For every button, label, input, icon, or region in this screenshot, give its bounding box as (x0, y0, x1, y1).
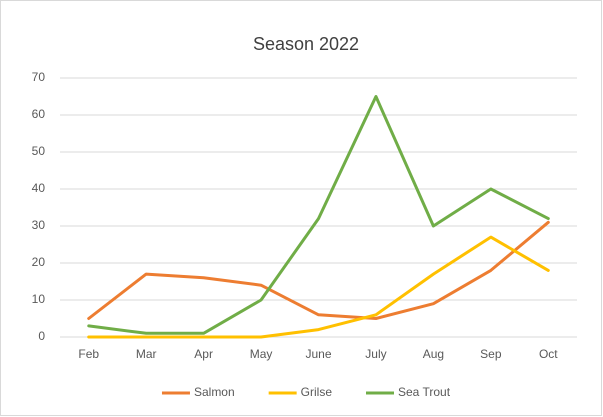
x-tick-label: Feb (78, 347, 99, 361)
x-tick-label: Aug (423, 347, 444, 361)
y-tick-label: 10 (32, 292, 46, 306)
line-series (87, 235, 550, 339)
y-tick-label: 70 (32, 70, 46, 84)
x-tick-label: Oct (539, 347, 558, 361)
legend-label: Sea Trout (398, 385, 451, 399)
legend-label: Grilse (301, 385, 333, 399)
y-tick-label: 40 (32, 181, 46, 195)
x-tick-label: Sep (480, 347, 502, 361)
y-tick-label: 20 (32, 255, 46, 269)
y-tick-label: 30 (32, 218, 46, 232)
x-tick-label: Apr (194, 347, 213, 361)
x-tick-label: May (250, 347, 273, 361)
x-tick-label: June (305, 347, 331, 361)
chart-title: Season 2022 (253, 34, 359, 54)
x-tick-label: July (365, 347, 386, 361)
y-tick-label: 0 (38, 329, 45, 343)
y-tick-label: 50 (32, 144, 46, 158)
legend-label: Salmon (194, 385, 235, 399)
line-series (87, 95, 550, 335)
y-tick-label: 60 (32, 107, 46, 121)
x-tick-label: Mar (136, 347, 157, 361)
line-series (87, 220, 550, 320)
